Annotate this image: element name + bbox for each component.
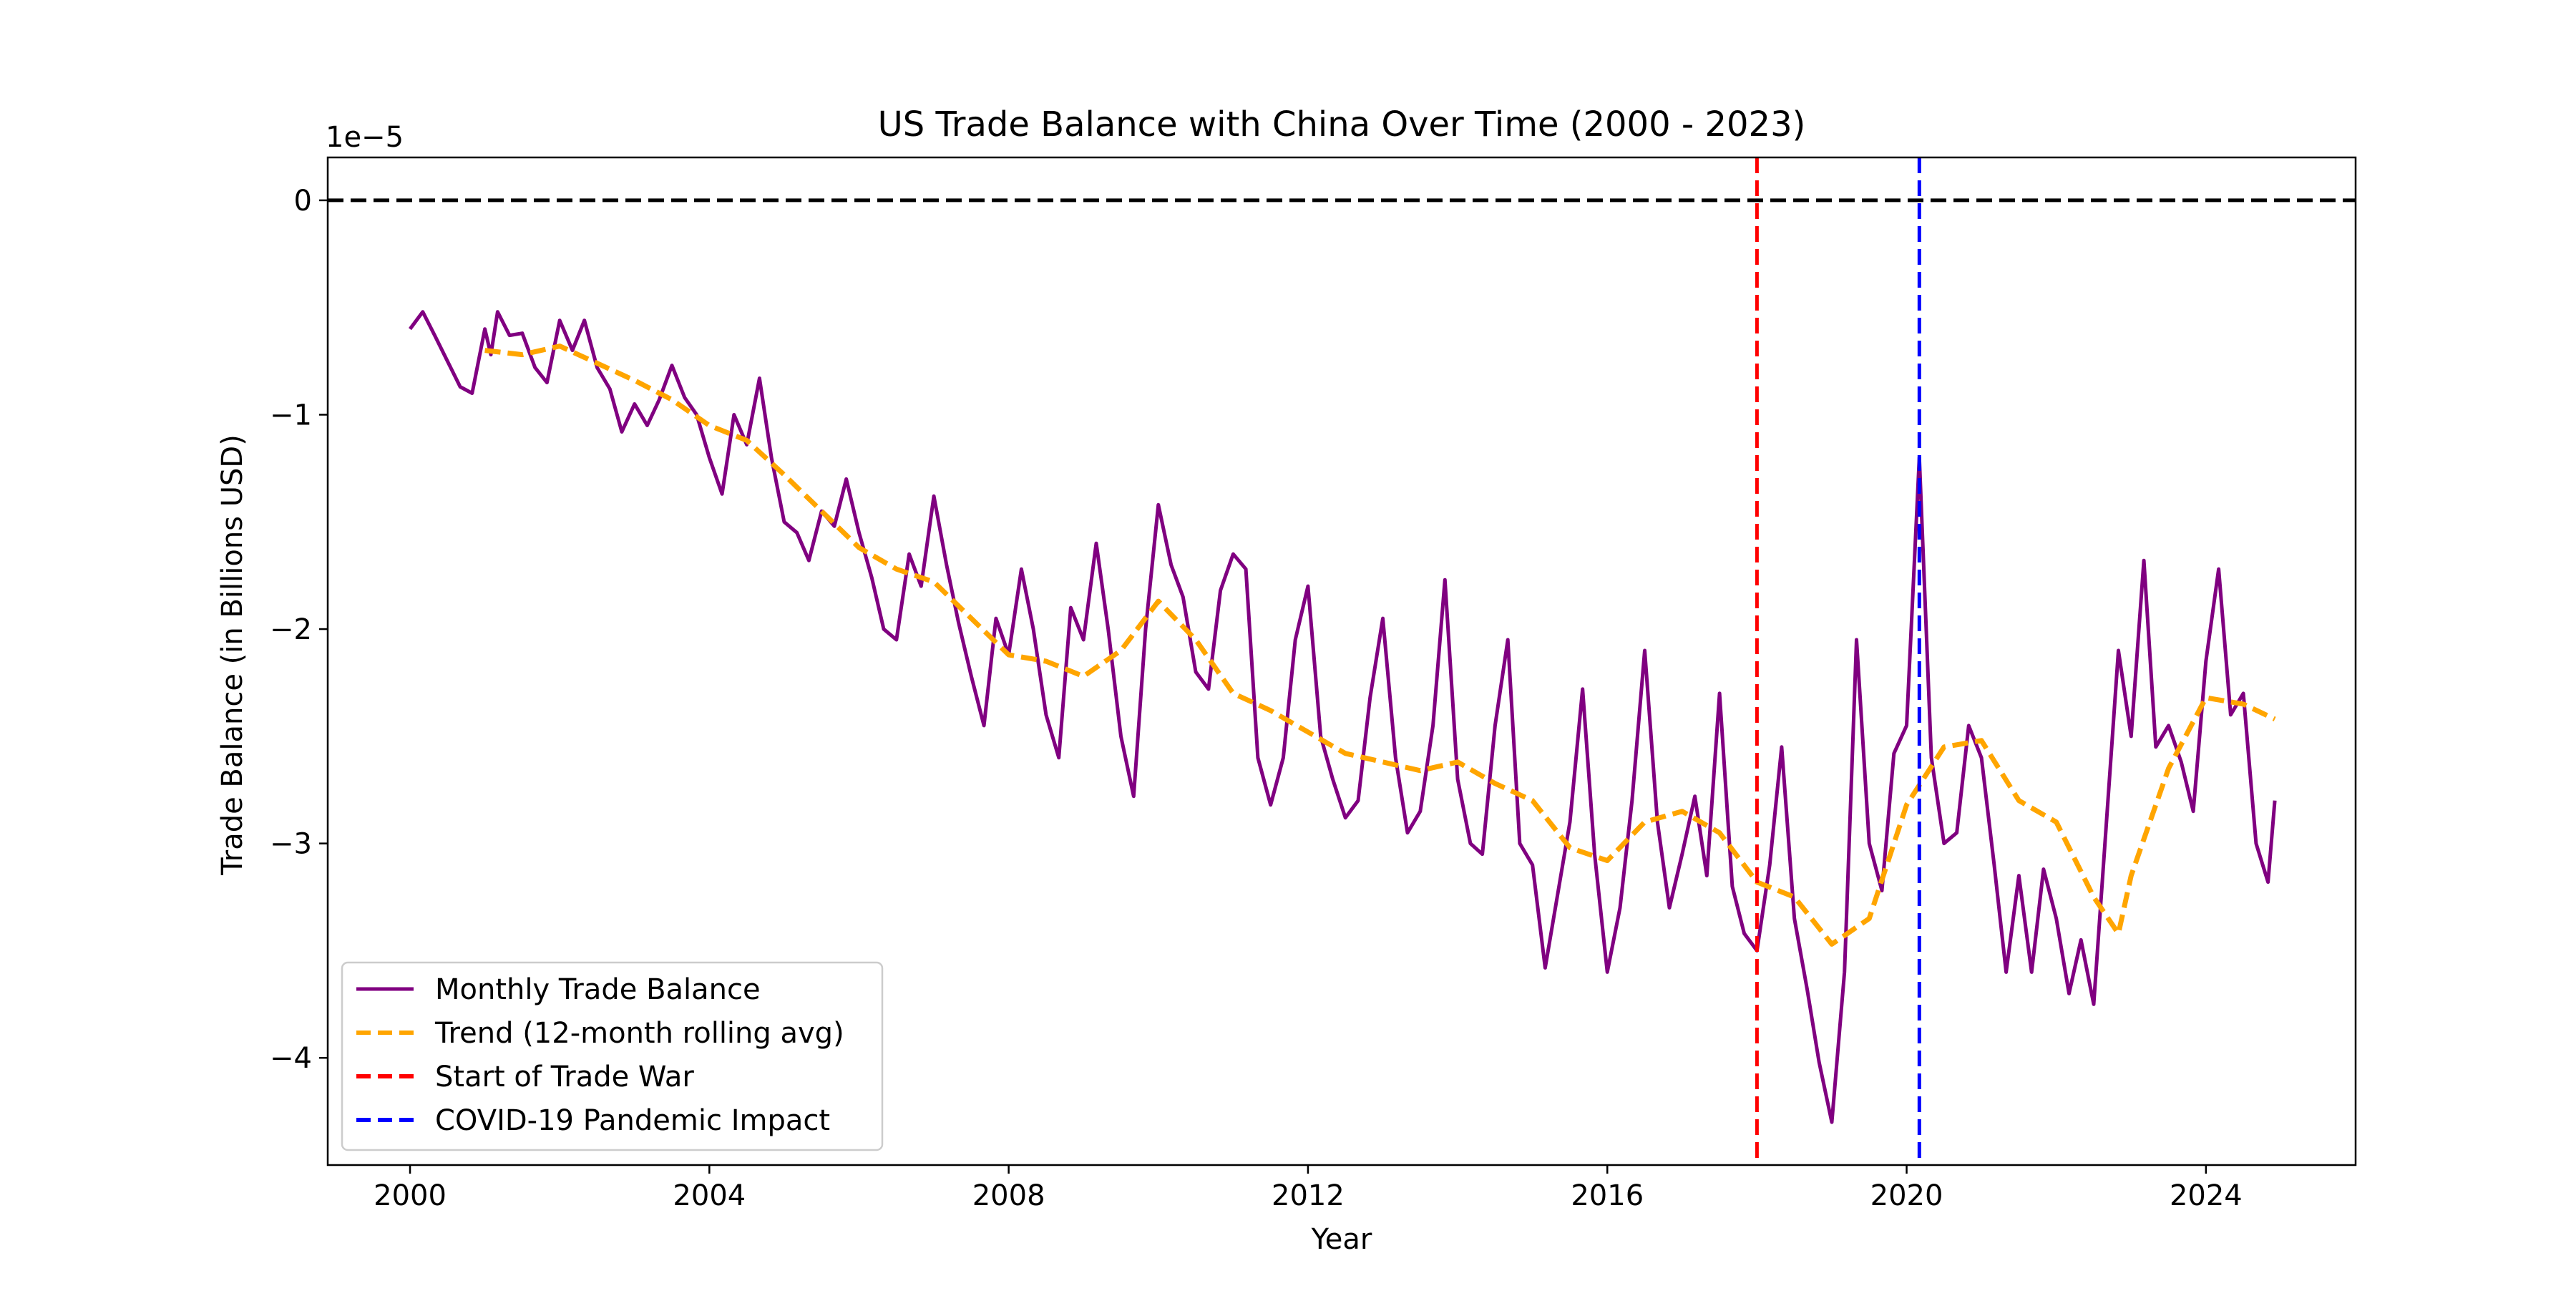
axis-ticks: 2000 2004 2008 2012 2016 2020 2024 0 −1 −2 −3 −4 — [270, 185, 2243, 1212]
x-tick-label: 2012 — [1272, 1179, 1345, 1212]
series-line-1 — [484, 344, 2276, 947]
axes-frame — [326, 156, 2357, 1166]
y-axis-label: Trade Balance (in Billions USD) — [216, 434, 249, 876]
legend-label-3: COVID-19 Pandemic Impact — [435, 1104, 830, 1137]
x-axis-label: Year — [1311, 1223, 1372, 1256]
legend-label-0: Monthly Trade Balance — [435, 973, 761, 1006]
x-tick-label: 2024 — [2170, 1179, 2243, 1212]
x-tick-label: 2004 — [673, 1179, 746, 1212]
y-tick-label: −2 — [270, 613, 312, 646]
legend-box — [341, 961, 884, 1151]
legend: Monthly Trade Balance Trend (12-month rol… — [341, 961, 884, 1151]
legend-label-2: Start of Trade War — [435, 1061, 694, 1093]
y-tick-label: −4 — [270, 1042, 312, 1075]
y-tick-label: −1 — [270, 399, 312, 432]
x-tick-label: 2008 — [972, 1179, 1045, 1212]
y-tick-label: 0 — [294, 185, 312, 218]
y-tick-label: −3 — [270, 828, 312, 861]
x-tick-label: 2020 — [1870, 1179, 1943, 1212]
chart-title: US Trade Balance with China Over Time (2… — [878, 104, 1806, 145]
y-offset-label: 1e−5 — [326, 121, 404, 154]
x-tick-label: 2000 — [374, 1179, 447, 1212]
plot-area — [328, 157, 2356, 1165]
legend-label-1: Trend (12-month rolling avg) — [434, 1017, 844, 1050]
x-tick-label: 2016 — [1571, 1179, 1644, 1212]
